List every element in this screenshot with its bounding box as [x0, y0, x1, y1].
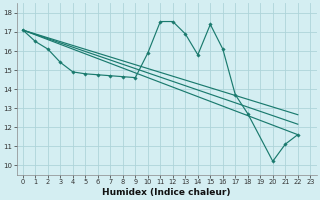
X-axis label: Humidex (Indice chaleur): Humidex (Indice chaleur) — [102, 188, 231, 197]
